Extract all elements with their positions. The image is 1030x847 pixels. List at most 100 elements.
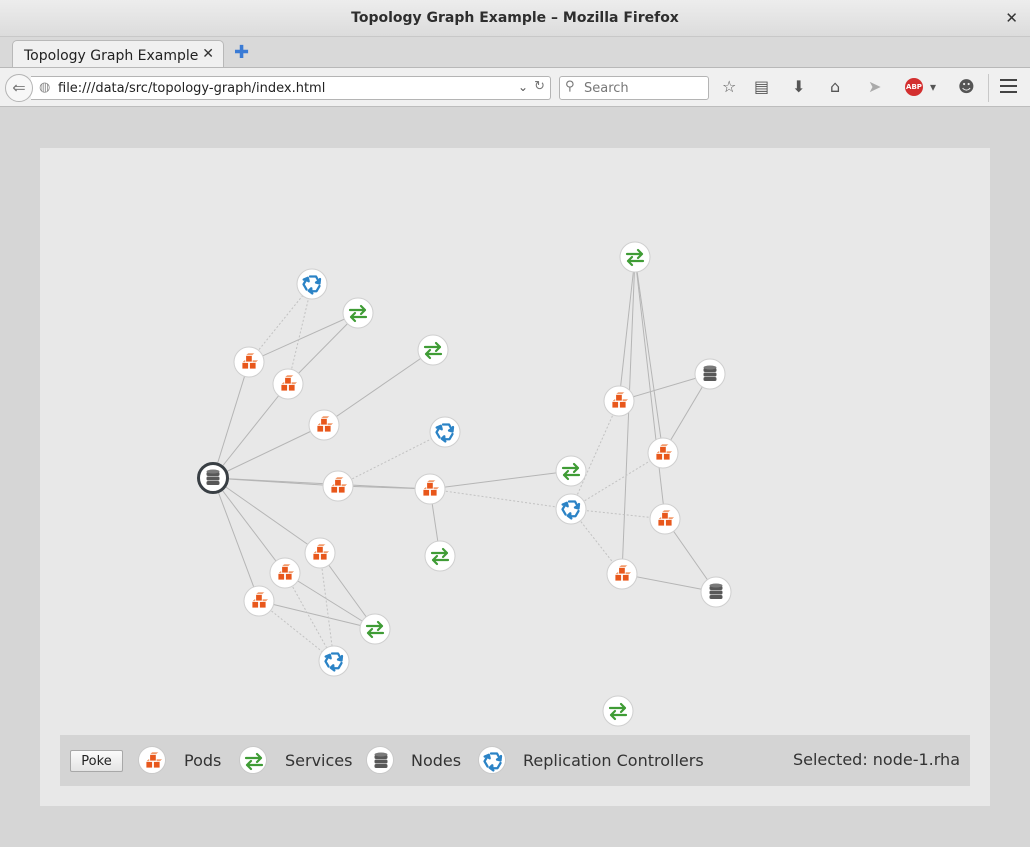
solid-edge <box>212 361 250 479</box>
solid-edge <box>634 256 664 454</box>
graph-pod-node[interactable] <box>233 346 265 378</box>
graph-pod-node[interactable] <box>606 558 638 590</box>
cubes-icon <box>655 443 674 461</box>
tab-close-icon[interactable]: ✕ <box>202 46 214 62</box>
solid-edge <box>212 424 325 479</box>
topology-graph[interactable] <box>40 148 990 733</box>
poke-button[interactable]: Poke <box>70 750 123 772</box>
graph-replication-controller-node[interactable] <box>555 493 587 525</box>
reading-list-icon[interactable]: ▤ <box>754 77 770 96</box>
downloads-icon[interactable]: ⬇ <box>792 77 806 96</box>
url-bar[interactable]: ◍ file:///data/src/topology-graph/index.… <box>31 76 551 100</box>
window-title: Topology Graph Example – Mozilla Firefox <box>351 10 679 26</box>
graph-node-node[interactable] <box>197 462 229 494</box>
cubes-icon <box>145 751 164 769</box>
edge-layer <box>212 256 717 662</box>
legend-replication-controller-icon <box>478 746 506 774</box>
legend-label-pods: Pods <box>184 751 222 770</box>
hamburger-menu-icon[interactable] <box>1000 79 1017 97</box>
recycle-icon <box>483 752 503 772</box>
graph-service-node[interactable] <box>424 540 456 572</box>
solid-edge <box>618 256 636 402</box>
chevron-down-icon[interactable]: ⌄ <box>517 80 528 94</box>
solid-edge <box>248 312 359 363</box>
solid-edge <box>621 256 636 575</box>
cubes-icon <box>422 479 441 497</box>
node-layer <box>197 241 732 727</box>
selected-status: Selected: node-1.rha <box>792 750 960 769</box>
cubes-icon <box>316 415 335 433</box>
legend-bar: Poke Pods Services Nodes Replication Con… <box>60 735 970 786</box>
graph-replication-controller-node[interactable] <box>296 268 328 300</box>
window-close-icon[interactable]: ✕ <box>1005 9 1018 27</box>
graph-pod-node[interactable] <box>414 473 446 505</box>
cubes-icon <box>280 374 299 392</box>
recycle-icon <box>435 423 455 443</box>
search-bar[interactable]: ⚲ <box>559 76 709 100</box>
chevron-down-icon[interactable]: ▾ <box>930 80 937 94</box>
solid-edge <box>621 573 717 593</box>
solid-edge <box>212 477 321 554</box>
cubes-icon <box>611 391 630 409</box>
graph-pod-node[interactable] <box>603 385 635 417</box>
tab-topology-graph[interactable]: Topology Graph Example ✕ <box>12 40 224 68</box>
graph-service-node[interactable] <box>619 241 651 273</box>
arrows-exchange-icon <box>423 341 443 360</box>
cubes-icon <box>312 543 331 561</box>
cubes-icon <box>277 563 296 581</box>
solid-edge <box>258 600 376 630</box>
arrows-exchange-icon <box>430 547 450 566</box>
database-icon <box>703 365 717 381</box>
graph-pod-node[interactable] <box>243 585 275 617</box>
search-input[interactable] <box>582 80 706 97</box>
graph-pod-node[interactable] <box>269 557 301 589</box>
legend-label-services: Services <box>285 751 353 770</box>
arrows-exchange-icon <box>348 304 368 323</box>
dotted-edge <box>284 572 335 662</box>
graph-pod-node[interactable] <box>322 470 354 502</box>
graph-pod-node[interactable] <box>304 537 336 569</box>
reload-icon[interactable]: ↻ <box>534 79 545 94</box>
chat-icon[interactable]: ☻ <box>958 77 975 96</box>
topology-graph-panel: Poke Pods Services Nodes Replication Con… <box>40 148 990 806</box>
graph-pod-node[interactable] <box>647 437 679 469</box>
graph-pod-node[interactable] <box>272 368 304 400</box>
database-icon <box>709 583 723 599</box>
send-icon[interactable]: ➤ <box>868 77 882 96</box>
url-text[interactable]: file:///data/src/topology-graph/index.ht… <box>58 81 326 96</box>
graph-service-node[interactable] <box>602 695 634 727</box>
back-button[interactable]: ⇐ <box>5 74 33 102</box>
legend-node-icon <box>366 746 394 774</box>
new-tab-icon[interactable]: ✚ <box>234 42 250 63</box>
graph-service-node[interactable] <box>417 334 449 366</box>
bookmark-star-icon[interactable]: ☆ <box>722 77 737 96</box>
graph-node-node[interactable] <box>694 358 726 390</box>
dotted-edge <box>429 488 572 510</box>
database-icon <box>374 752 388 768</box>
solid-edge <box>287 312 359 385</box>
legend-service-icon <box>239 746 267 774</box>
solid-edge <box>634 256 666 520</box>
cubes-icon <box>241 352 260 370</box>
arrows-exchange-icon <box>625 248 645 267</box>
graph-service-node[interactable] <box>359 613 391 645</box>
graph-service-node[interactable] <box>555 455 587 487</box>
cubes-icon <box>330 476 349 494</box>
recycle-icon <box>302 275 322 295</box>
graph-replication-controller-node[interactable] <box>318 645 350 677</box>
dotted-edge <box>248 283 313 363</box>
recycle-icon <box>324 652 344 672</box>
search-icon: ⚲ <box>565 79 575 94</box>
home-icon[interactable]: ⌂ <box>830 77 841 96</box>
navigation-toolbar: ◍ file:///data/src/topology-graph/index.… <box>0 67 1030 107</box>
dotted-edge <box>287 283 313 385</box>
adblock-icon[interactable]: ABP <box>905 78 923 96</box>
graph-pod-node[interactable] <box>308 409 340 441</box>
graph-replication-controller-node[interactable] <box>429 416 461 448</box>
dotted-edge <box>570 452 664 510</box>
graph-service-node[interactable] <box>342 297 374 329</box>
graph-pod-node[interactable] <box>649 503 681 535</box>
graph-node-node[interactable] <box>700 576 732 608</box>
solid-edge <box>212 477 431 490</box>
tab-label: Topology Graph Example <box>24 48 199 64</box>
